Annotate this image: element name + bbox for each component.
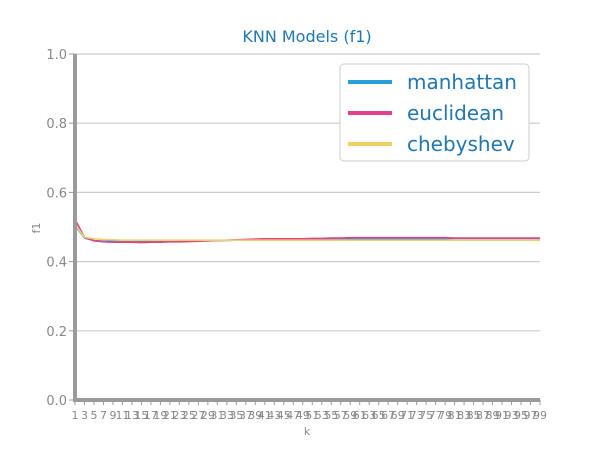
x-tick-label: 5 (90, 409, 97, 422)
x-tick-label: 55 (324, 409, 338, 422)
x-tick-label: 13 (125, 409, 139, 422)
series-line-chebyshev (74, 223, 540, 241)
y-tick-label: 1.0 (46, 48, 67, 63)
x-tick-label: 65 (372, 409, 386, 422)
x-tick-label: 9 (109, 409, 116, 422)
y-tick-label: 0.8 (46, 117, 67, 132)
x-tick-label: 95 (514, 409, 528, 422)
x-tick-label: 3 (81, 409, 88, 422)
x-tick-label: 19 (153, 409, 167, 422)
x-axis-label: k (304, 425, 311, 438)
x-tick-label: 21 (163, 409, 177, 422)
x-tick-label: 41 (258, 409, 272, 422)
x-tick-label: 67 (381, 409, 395, 422)
x-tick-label: 93 (505, 409, 519, 422)
x-tick-label: 61 (353, 409, 367, 422)
x-tick-label: 87 (476, 409, 490, 422)
x-tick-label: 51 (305, 409, 319, 422)
x-tick-label: 1 (72, 409, 79, 422)
x-tick-label: 11 (115, 409, 129, 422)
x-tick-label: 79 (438, 409, 452, 422)
x-tick-label: 73 (410, 409, 424, 422)
legend: manhattan euclidean chebyshev (339, 63, 530, 162)
x-tick-label: 23 (172, 409, 186, 422)
x-tick-label: 75 (419, 409, 433, 422)
legend-label-manhattan: manhattan (407, 70, 517, 94)
x-tick-label: 49 (296, 409, 310, 422)
y-tick-label: 0.4 (46, 256, 67, 271)
legend-box (339, 63, 530, 162)
x-tick-label: 59 (343, 409, 357, 422)
x-tick-label: 97 (524, 409, 538, 422)
x-tick-label: 81 (448, 409, 462, 422)
y-axis-label: f1 (30, 223, 43, 234)
x-tick-label: 43 (267, 409, 281, 422)
x-tick-label: 57 (334, 409, 348, 422)
x-tick-label: 37 (239, 409, 253, 422)
x-tick-label: 31 (210, 409, 224, 422)
x-tick-label: 45 (277, 409, 291, 422)
x-tick-label: 15 (134, 409, 148, 422)
y-tick-label: 0.6 (46, 186, 67, 201)
x-tick-label: 47 (286, 409, 300, 422)
x-tick-label: 99 (533, 409, 547, 422)
series-layer (74, 219, 540, 244)
y-tick-label: 0.0 (46, 394, 67, 409)
x-tick-label: 7 (100, 409, 107, 422)
x-tick-label: 85 (467, 409, 481, 422)
legend-label-euclidean: euclidean (407, 101, 504, 125)
series-line-euclidean (74, 219, 540, 244)
chart-title: KNN Models (f1) (242, 27, 371, 46)
x-tick-label: 77 (429, 409, 443, 422)
x-tick-label: 39 (248, 409, 262, 422)
x-tick-label: 53 (315, 409, 329, 422)
x-tick-label: 25 (182, 409, 196, 422)
x-tick-label: 91 (495, 409, 509, 422)
x-tick-label: 69 (391, 409, 405, 422)
x-tick-label: 17 (144, 409, 158, 422)
legend-label-chebyshev: chebyshev (407, 132, 515, 156)
x-tick-label: 35 (229, 409, 243, 422)
x-tick-label: 29 (201, 409, 215, 422)
tick-layer: 0.00.20.40.60.81.01 3 5 7 911131517192123252… (46, 48, 547, 422)
x-tick-label: 83 (457, 409, 471, 422)
x-tick-label: 33 (220, 409, 234, 422)
x-tick-label: 27 (191, 409, 205, 422)
y-tick-label: 0.2 (46, 325, 67, 340)
x-tick-label: 89 (486, 409, 500, 422)
x-tick-label: 63 (362, 409, 376, 422)
x-tick-label: 71 (400, 409, 414, 422)
